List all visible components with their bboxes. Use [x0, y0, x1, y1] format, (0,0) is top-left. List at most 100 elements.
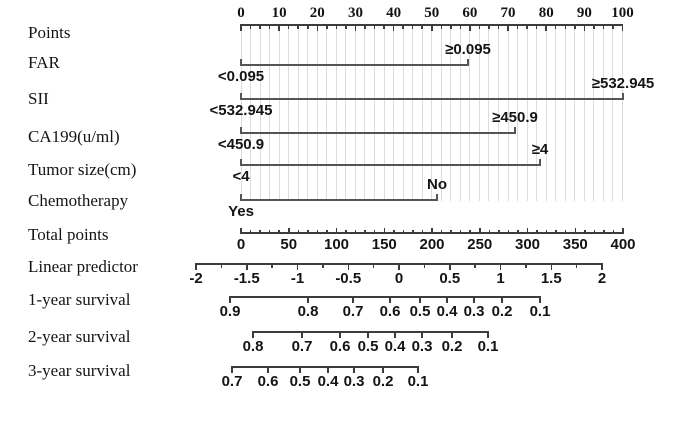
total-points-tick-label: 150 [371, 236, 397, 253]
linear-predictor-tick-label: 0 [394, 270, 404, 287]
points-axis-tick [535, 25, 538, 29]
2-year-survival-tick-label: 0.8 [242, 338, 264, 355]
points-axis-tick [421, 25, 423, 29]
3-year-survival-tick-label: 0.4 [317, 373, 339, 390]
points-axis-tick-label: 30 [347, 5, 363, 21]
total-points-tick [574, 227, 576, 233]
linear-predictor-axis-line [195, 263, 603, 265]
1-year-survival-tick-label: 0.8 [297, 303, 319, 320]
gridline [536, 28, 538, 201]
total-points-tick [584, 229, 586, 233]
tumor-size-cm-low-label: <4 [232, 168, 250, 185]
points-axis-tick [545, 25, 547, 31]
points-axis-tick [440, 25, 443, 29]
total-points-tick [412, 229, 414, 233]
gridline [307, 28, 309, 201]
points-axis-tick [383, 25, 385, 29]
1-year-survival-tick-label: 0.1 [529, 303, 551, 320]
gridline [345, 28, 347, 201]
gridline [402, 28, 404, 201]
1-year-survival-tick-label: 0.2 [491, 303, 513, 320]
points-axis-tick-label: 10 [271, 5, 287, 21]
total-points-tick [431, 227, 433, 233]
points-axis-tick-label: 60 [462, 5, 478, 21]
2-year-survival-tick-label: 0.1 [477, 338, 499, 355]
3-year-survival-tick [327, 367, 329, 373]
3-year-survival-tick [231, 367, 233, 373]
total-points-tick [354, 229, 357, 233]
total-points-tick [393, 229, 395, 233]
linear-predictor-tick [220, 264, 223, 268]
2-year-survival-tick-label: 0.3 [411, 338, 433, 355]
linear-predictor-tick [246, 264, 248, 270]
gridline [498, 28, 499, 201]
points-axis-tick [326, 25, 328, 29]
gridline [440, 28, 442, 201]
3-year-survival-tick-label: 0.1 [407, 373, 429, 390]
row-label-3-year-survival: 3-year survival [28, 361, 131, 380]
total-points-tick-label: 300 [514, 236, 541, 253]
gridline [517, 28, 519, 201]
linear-predictor-tick-label: 1 [496, 270, 505, 287]
row-label-1-year-survival: 1-year survival [28, 290, 131, 309]
total-points-tick [402, 229, 405, 233]
points-axis-tick [583, 25, 586, 31]
row-label-ca199-u-ml: CA199(u/ml) [28, 127, 120, 146]
points-axis-tick [278, 25, 280, 31]
3-year-survival-tick [417, 367, 419, 373]
gridline [488, 28, 490, 201]
points-axis-tick [364, 25, 366, 29]
2-year-survival-tick [367, 332, 369, 338]
total-points-tick [440, 229, 443, 233]
1-year-survival-axis-line [229, 296, 541, 298]
1-year-survival-tick [446, 297, 448, 303]
linear-predictor-tick [550, 264, 552, 270]
ca199-u-ml-high-label: ≥450.9 [492, 109, 538, 126]
1-year-survival-tick-label: 0.6 [379, 303, 401, 320]
row-label-linear-predictor: Linear predictor [28, 257, 138, 276]
far-low-tick [240, 59, 242, 65]
linear-predictor-tick [449, 264, 451, 270]
1-year-survival-tick [307, 297, 309, 303]
points-axis-line [240, 24, 624, 26]
points-axis-tick [259, 25, 261, 29]
gridline [259, 28, 261, 201]
row-label-tumor-size-cm: Tumor size(cm) [28, 160, 137, 179]
points-axis-tick [297, 25, 299, 29]
3-year-survival-tick-label: 0.7 [221, 373, 243, 390]
total-points-tick [603, 229, 605, 233]
total-points-tick [297, 229, 300, 233]
gridline [555, 28, 557, 201]
gridline [326, 28, 328, 201]
gridline [374, 28, 376, 201]
3-year-survival-tick [299, 367, 301, 373]
gridline [393, 28, 395, 201]
points-axis-tick [402, 25, 404, 29]
points-axis-tick-label: 90 [576, 5, 592, 21]
total-points-tick [278, 229, 280, 233]
total-points-tick-label: 400 [610, 236, 636, 253]
tumor-size-cm-bar [240, 164, 541, 166]
tumor-size-cm-high-tick [539, 159, 541, 165]
total-points-tick-label: 0 [236, 236, 246, 253]
gridline [450, 28, 452, 201]
gridline [278, 28, 280, 201]
2-year-survival-tick-label: 0.7 [291, 338, 313, 355]
gridline [545, 28, 547, 201]
linear-predictor-tick-label: -2 [189, 270, 203, 287]
gridline [583, 28, 585, 201]
total-points-tick-label: 100 [323, 236, 350, 253]
sii-low-label: <532.945 [209, 102, 273, 119]
total-points-tick [364, 229, 366, 233]
1-year-survival-tick [419, 297, 421, 303]
1-year-survival-tick [389, 297, 391, 303]
chemotherapy-bar [240, 199, 438, 201]
3-year-survival-axis-line [231, 366, 419, 368]
points-axis-tick [564, 25, 567, 29]
total-points-tick-label: 50 [280, 236, 298, 253]
gridline [507, 28, 509, 201]
row-label-2-year-survival: 2-year survival [28, 327, 131, 346]
sii-high-label: ≥532.945 [591, 75, 655, 92]
chemotherapy-low-tick [240, 194, 242, 200]
